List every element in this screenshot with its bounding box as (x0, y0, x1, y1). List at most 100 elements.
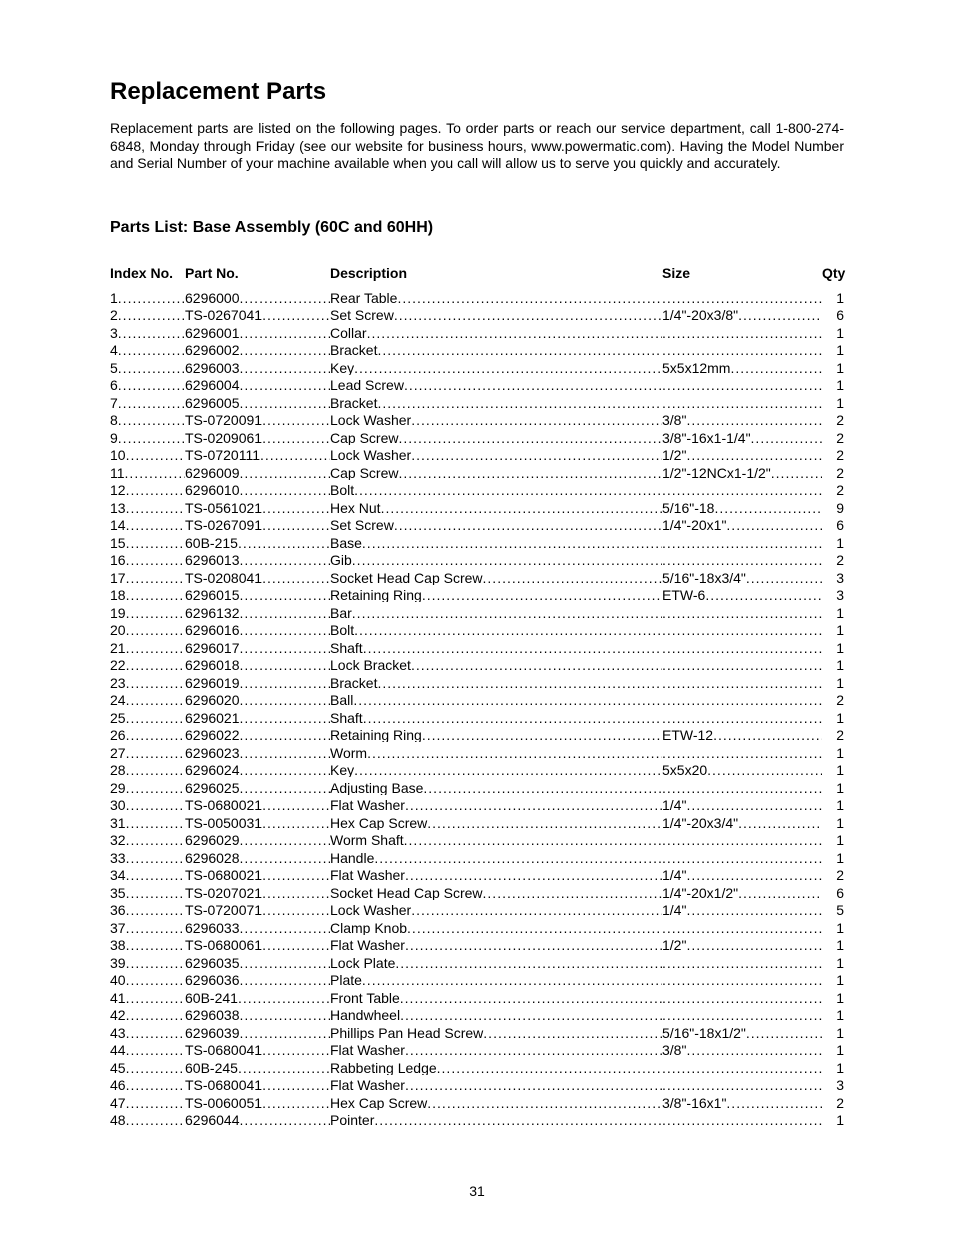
cell-desc: Rabbeting Ledge (330, 1061, 662, 1075)
cell-index-text: 26 (110, 728, 126, 742)
cell-part-text: 6296016 (185, 623, 240, 637)
cell-desc-text: Bracket (330, 676, 377, 690)
cell-size: 1/2"-12NCx1-1/2" (662, 466, 822, 480)
cell-desc: Phillips Pan Head Screw (330, 1026, 662, 1040)
cell-index-text: 24 (110, 693, 126, 707)
cell-part-text: 60B-245 (185, 1061, 238, 1075)
cell-qty: 1 (822, 956, 844, 970)
cell-desc-text: Handwheel (330, 1008, 400, 1022)
cell-desc: Bolt (330, 483, 662, 497)
cell-index: 17 (110, 571, 185, 585)
cell-part: TS-0680061 (185, 938, 330, 952)
cell-size: 3/8" (662, 1043, 822, 1057)
cell-size (662, 921, 822, 935)
cell-desc-text: Key (330, 361, 354, 375)
cell-part: TS-0720071 (185, 903, 330, 917)
cell-desc: Flat Washer (330, 798, 662, 812)
cell-size (662, 396, 822, 410)
cell-index: 3 (110, 326, 185, 340)
cell-part: 6296009 (185, 466, 330, 480)
cell-part: 6296023 (185, 746, 330, 760)
cell-index: 1 (110, 291, 185, 305)
cell-size-text: 1/4" (662, 798, 686, 812)
cell-size-text: 5/16"-18 (662, 501, 714, 515)
cell-size: ETW-12 (662, 728, 822, 742)
cell-index: 19 (110, 606, 185, 620)
cell-size-text: 1/4" (662, 868, 686, 882)
cell-part-text: TS-0720091 (185, 413, 262, 427)
cell-index: 5 (110, 361, 185, 375)
cell-desc: Worm Shaft (330, 833, 662, 847)
cell-desc-text: Bar (330, 606, 352, 620)
cell-size (662, 746, 822, 760)
cell-size (662, 658, 822, 672)
cell-index-text: 28 (110, 763, 126, 777)
cell-size-text: 1/2"-12NCx1-1/2" (662, 466, 771, 480)
cell-desc: Plate (330, 973, 662, 987)
cell-qty: 2 (822, 466, 844, 480)
cell-desc-text: Plate (330, 973, 362, 987)
cell-qty: 9 (822, 501, 844, 515)
cell-part: 6296016 (185, 623, 330, 637)
table-row: 126296010Bolt2 (110, 483, 844, 501)
cell-qty: 1 (822, 763, 844, 777)
cell-index: 48 (110, 1113, 185, 1127)
cell-size-text: 3/8" (662, 413, 686, 427)
cell-part-text: 6296025 (185, 781, 240, 795)
cell-qty-text: 1 (833, 763, 844, 777)
cell-qty: 1 (822, 1008, 844, 1022)
cell-desc-text: Hex Nut (330, 501, 381, 515)
cell-desc: Bolt (330, 623, 662, 637)
cell-index: 10 (110, 448, 185, 462)
table-row: 30TS-0680021Flat Washer1/4"1 (110, 798, 844, 816)
cell-part: 60B-241 (185, 991, 330, 1005)
cell-part: 6296025 (185, 781, 330, 795)
cell-index: 4 (110, 343, 185, 357)
cell-part-text: TS-0720111 (185, 448, 260, 462)
table-row: 426296038Handwheel1 (110, 1008, 844, 1026)
table-row: 206296016Bolt1 (110, 623, 844, 641)
cell-index: 46 (110, 1078, 185, 1092)
cell-size: 1/4" (662, 903, 822, 917)
cell-index: 24 (110, 693, 185, 707)
cell-size (662, 1078, 822, 1092)
cell-desc-text: Lead Screw (330, 378, 404, 392)
cell-qty: 1 (822, 291, 844, 305)
cell-index-text: 35 (110, 886, 126, 900)
cell-desc: Hex Cap Screw (330, 816, 662, 830)
cell-qty-text: 1 (833, 711, 844, 725)
cell-index: 47 (110, 1096, 185, 1110)
cell-index: 16 (110, 553, 185, 567)
cell-part: 6296022 (185, 728, 330, 742)
cell-part: TS-0207021 (185, 886, 330, 900)
cell-part-text: 6296013 (185, 553, 240, 567)
cell-index-text: 47 (110, 1096, 126, 1110)
cell-desc-text: Flat Washer (330, 1043, 405, 1057)
cell-part-text: TS-0561021 (185, 501, 262, 515)
cell-size (662, 623, 822, 637)
cell-qty: 1 (822, 781, 844, 795)
cell-index-text: 25 (110, 711, 126, 725)
cell-qty: 1 (822, 921, 844, 935)
cell-desc-text: Bracket (330, 343, 377, 357)
table-row: 226296018Lock Bracket1 (110, 658, 844, 676)
col-header-size: Size (662, 265, 822, 281)
cell-qty-text: 1 (833, 396, 844, 410)
cell-qty-text: 1 (833, 606, 844, 620)
col-header-index: Index No. (110, 265, 185, 281)
cell-qty-text: 1 (833, 833, 844, 847)
cell-part-text: 6296022 (185, 728, 240, 742)
table-row: 256296021Shaft1 (110, 711, 844, 729)
cell-index-text: 17 (110, 571, 126, 585)
cell-qty: 3 (822, 588, 844, 602)
cell-qty-text: 2 (833, 693, 844, 707)
cell-qty-text: 2 (833, 466, 844, 480)
cell-index: 13 (110, 501, 185, 515)
table-row: 1560B-215Base1 (110, 536, 844, 554)
table-row: 9TS-0209061Cap Screw3/8"-16x1-1/4"2 (110, 431, 844, 449)
cell-part: 60B-215 (185, 536, 330, 550)
cell-desc-text: Set Screw (330, 308, 394, 322)
cell-index-text: 15 (110, 536, 126, 550)
cell-part-text: TS-0680041 (185, 1043, 262, 1057)
cell-qty: 1 (822, 606, 844, 620)
